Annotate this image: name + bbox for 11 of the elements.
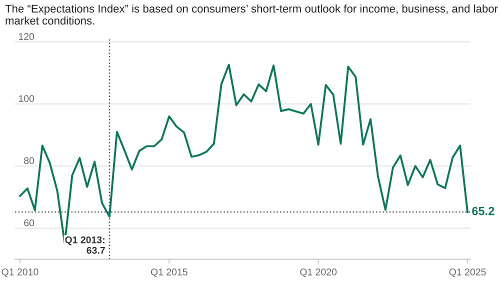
x-tick-label: Q1 2020	[300, 268, 337, 278]
chart-title: The “Expectations Index” is based on consumers’ short-term outlook for income, business, and labor market conditions.	[5, 4, 498, 25]
annotation: Q1 2013: 63.7	[65, 236, 105, 254]
y-tick-label: 80	[24, 157, 34, 164]
x-tick-label: Q1 2015	[150, 268, 188, 278]
x-tick-label: Q1 2010	[2, 268, 38, 278]
y-tick-label: 60	[24, 219, 34, 226]
y-tick-label: 100	[18, 95, 34, 102]
x-tick-label: Q1 2025	[449, 268, 486, 278]
y-tick-label: 120	[18, 33, 34, 40]
annotation: 65.2	[472, 206, 494, 216]
